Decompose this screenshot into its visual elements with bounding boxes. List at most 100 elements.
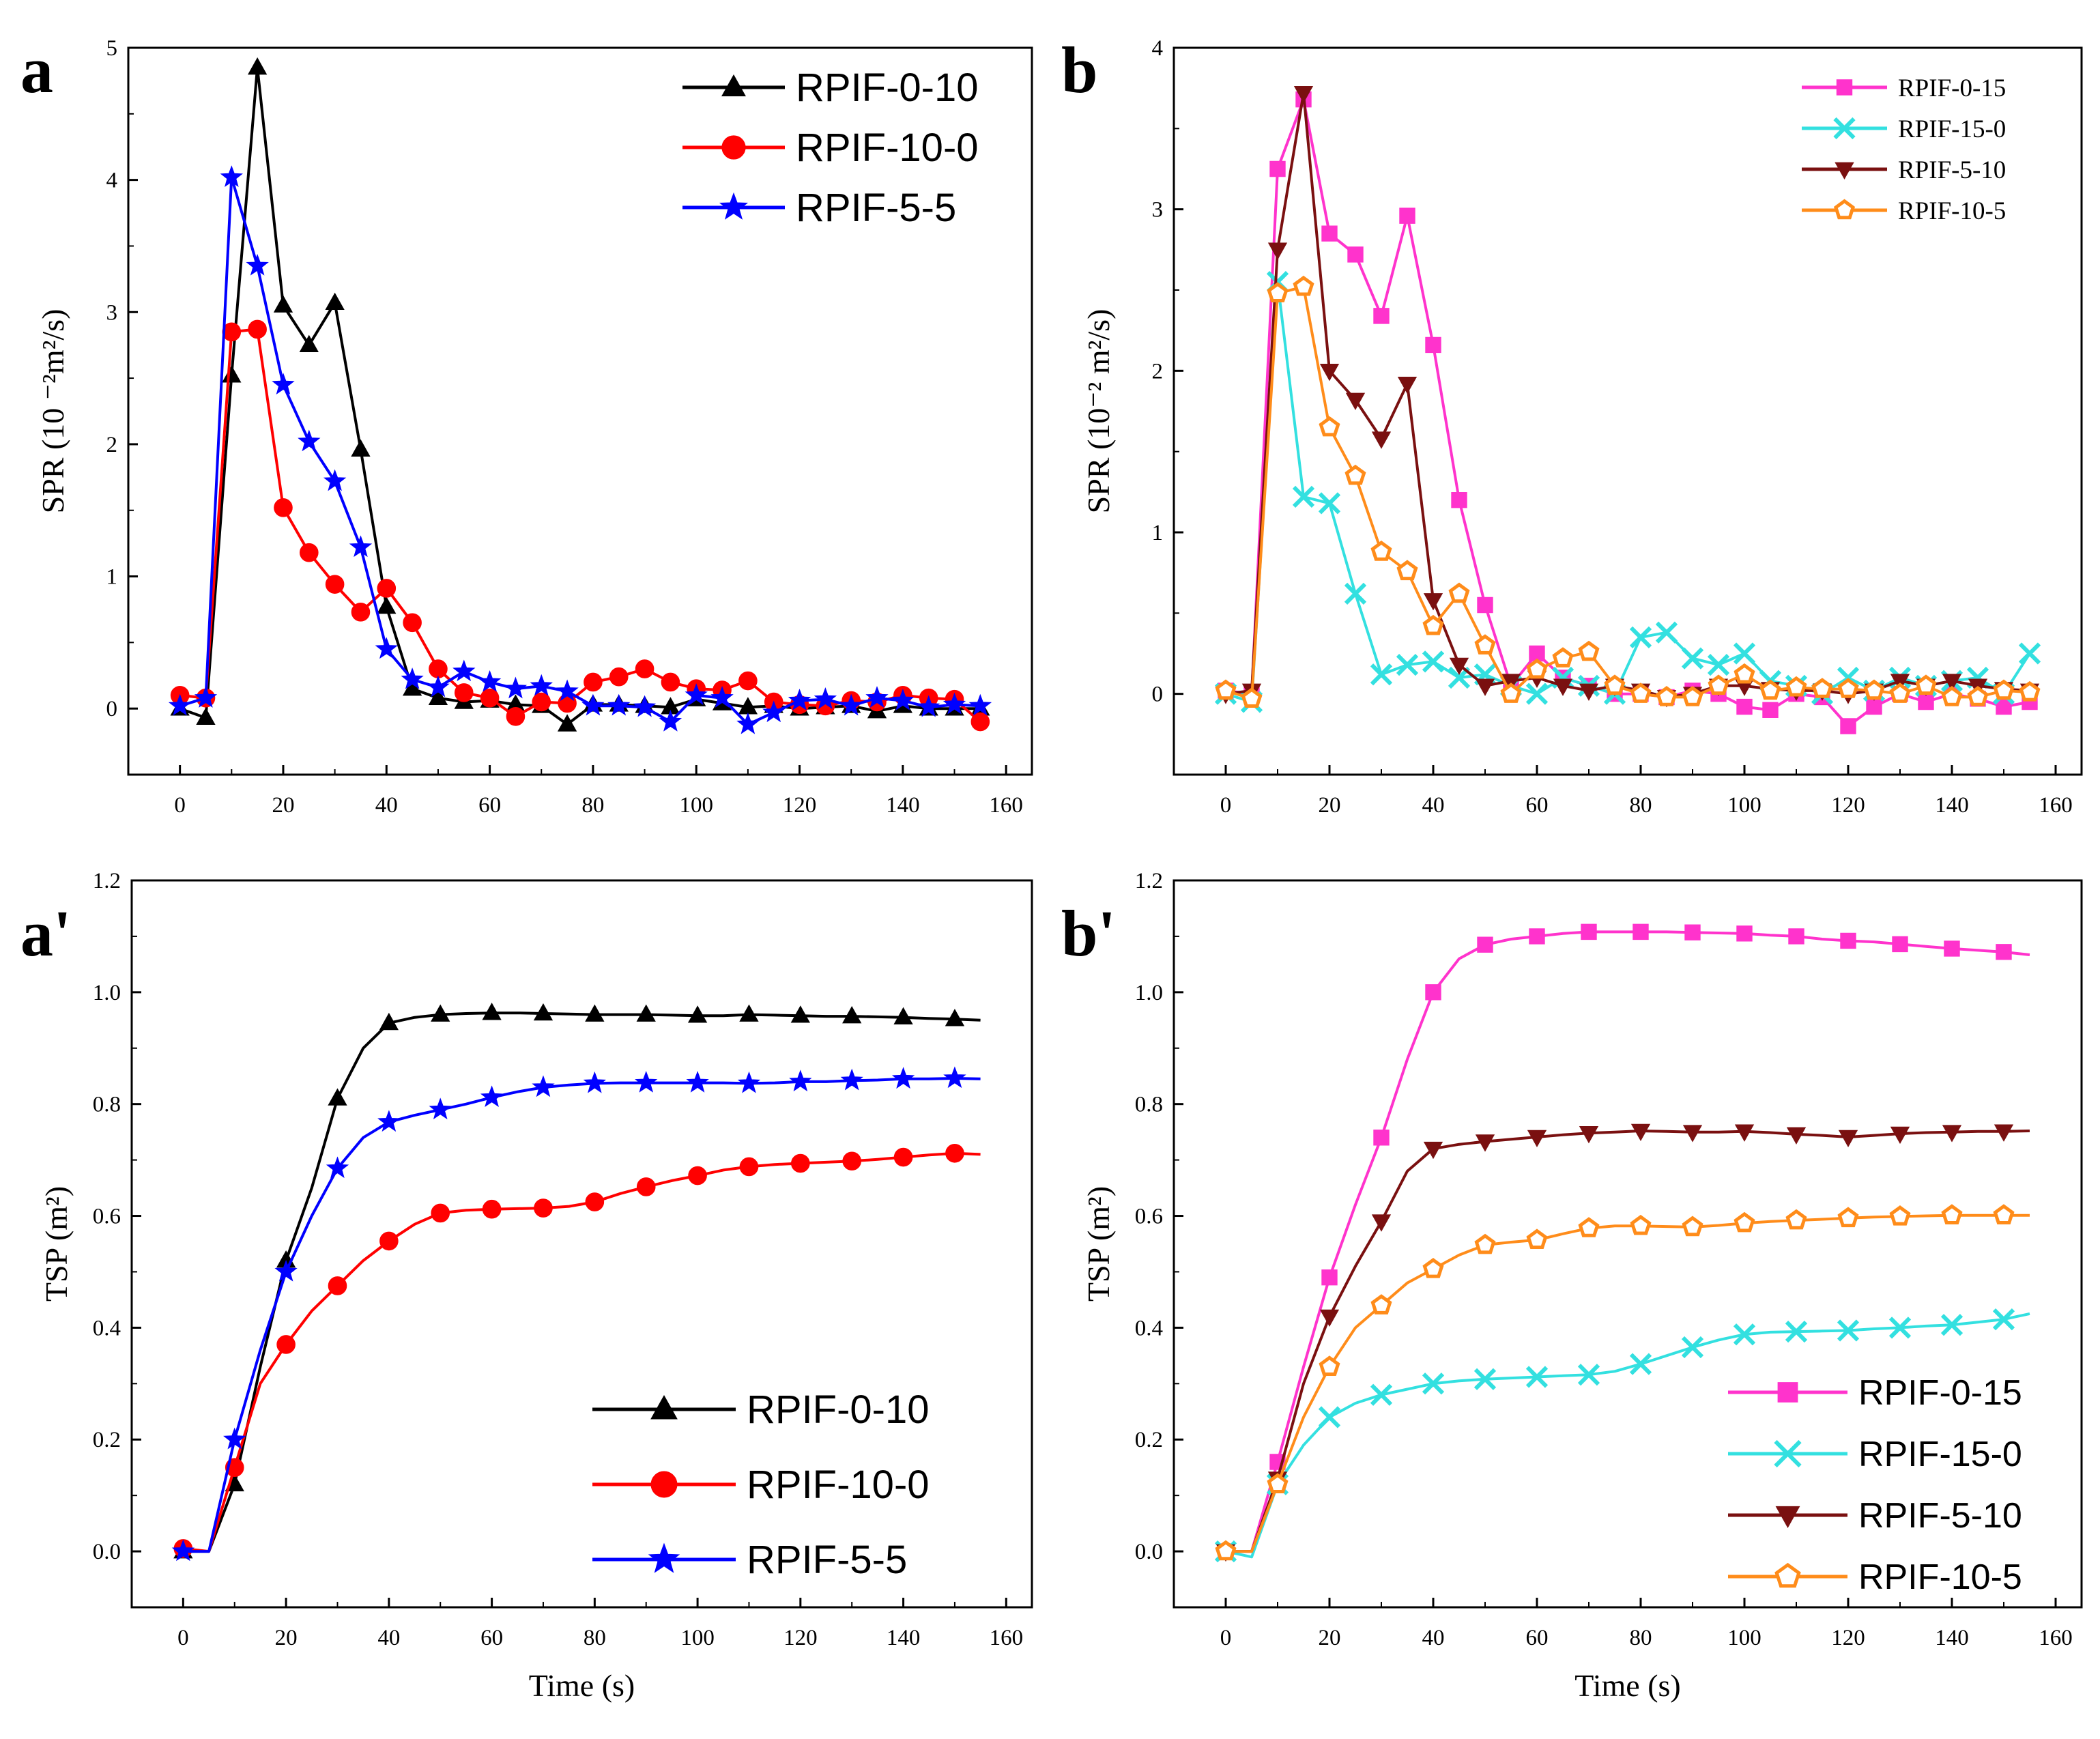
data-point <box>1682 686 1703 706</box>
x-tick-label: 100 <box>1727 1626 1761 1650</box>
data-point <box>480 688 500 708</box>
x-tick-label: 60 <box>1526 793 1549 818</box>
data-point <box>454 683 474 702</box>
data-point <box>1863 679 1885 700</box>
legend-marker <box>1777 1382 1798 1403</box>
data-point <box>1529 645 1545 662</box>
data-point <box>379 1231 399 1251</box>
data-point <box>1734 663 1755 684</box>
chart-panel-a: 0 1 2 3 4 5 0 20 40 60 80 100 120 140 160 SPR (10 ⁻²m²/… <box>20 33 1033 818</box>
data-point <box>635 1071 658 1093</box>
series-RPIF-15-0 <box>1214 271 2041 713</box>
data-point <box>171 1539 195 1562</box>
data-point <box>1581 923 1597 940</box>
data-point <box>1579 683 1599 701</box>
data-point <box>1682 1216 1703 1237</box>
data-point <box>1319 364 1340 382</box>
data-point <box>585 1192 605 1211</box>
data-point <box>298 429 321 452</box>
data-point <box>1629 1353 1652 1375</box>
data-point <box>1630 1123 1651 1142</box>
series-RPIF-10-0 <box>173 1143 981 1558</box>
legend: RPIF-0-15 RPIF-15-0 RPIF-5-10 RPIF-10-5 <box>1728 1373 2022 1597</box>
y-tick-label: 0.6 <box>1135 1205 1163 1229</box>
data-point <box>1888 1317 1912 1339</box>
data-point <box>325 292 345 311</box>
legend-label: RPIF-5-5 <box>796 186 956 230</box>
data-point <box>842 1006 862 1024</box>
data-point <box>738 671 758 691</box>
data-point <box>534 1198 553 1218</box>
legend-marker <box>1835 162 1854 180</box>
data-point <box>1734 1124 1755 1142</box>
data-point <box>865 686 889 708</box>
data-point <box>377 1110 401 1132</box>
data-point <box>968 693 992 716</box>
x-tick-label: 100 <box>680 1626 715 1650</box>
data-point <box>1526 1228 1548 1249</box>
y-tick-label: 1.0 <box>1135 981 1163 1005</box>
data-point <box>687 1005 708 1023</box>
data-point <box>1736 925 1753 942</box>
data-point <box>351 439 371 457</box>
data-point <box>1267 1473 1289 1493</box>
data-point <box>506 707 526 726</box>
series-line <box>1225 1312 2030 1559</box>
legend-item: RPIF-0-10 <box>592 1388 930 1432</box>
data-point <box>1321 225 1338 242</box>
legend-marker <box>721 74 746 97</box>
legend-label: RPIF-0-10 <box>747 1388 930 1432</box>
legend-item: RPIF-10-0 <box>682 126 979 170</box>
plot-frame <box>1173 879 2083 1609</box>
x-tick-label: 160 <box>2039 1626 2073 1650</box>
x-tick-label: 140 <box>1935 793 1969 818</box>
data-point <box>1500 682 1522 703</box>
legend-label: RPIF-10-0 <box>796 126 979 170</box>
data-point <box>1370 1294 1392 1314</box>
data-point <box>1474 634 1496 655</box>
y-tick-label: 0 <box>106 697 118 721</box>
data-point <box>377 579 397 598</box>
data-point <box>739 1157 759 1177</box>
data-point <box>1892 936 1908 953</box>
data-point <box>970 712 990 732</box>
x-tick-label: 40 <box>377 1626 400 1650</box>
y-tick-label: 0.4 <box>1135 1316 1163 1340</box>
data-point <box>1837 1319 1860 1342</box>
data-point <box>1579 1125 1599 1144</box>
legend-label: RPIF-10-0 <box>747 1463 930 1507</box>
data-point <box>609 667 629 687</box>
data-point <box>428 687 448 705</box>
y-tick-label: 4 <box>1152 36 1164 61</box>
x-tick-label: 40 <box>1422 1626 1445 1650</box>
series-RPIF-10-5 <box>1215 1204 2030 1561</box>
x-tick-label: 160 <box>990 1626 1024 1650</box>
data-point <box>276 1335 296 1354</box>
x-tick-label: 120 <box>1831 793 1865 818</box>
data-point <box>1681 1336 1704 1359</box>
data-point <box>220 165 243 187</box>
y-tick-label: 0.8 <box>1135 1093 1163 1117</box>
data-point <box>1632 923 1649 940</box>
data-point <box>945 1143 964 1163</box>
data-point <box>1837 678 1859 698</box>
data-point <box>710 686 734 708</box>
data-point <box>1629 626 1652 648</box>
data-point <box>839 693 863 716</box>
data-point <box>635 659 655 678</box>
data-point <box>1370 541 1392 561</box>
legend-marker <box>721 135 746 160</box>
data-point <box>325 575 345 594</box>
legend-marker <box>1833 117 1856 140</box>
data-point <box>1241 687 1263 708</box>
legend: RPIF-0-10 RPIF-10-0 RPIF-5-5 <box>682 66 979 230</box>
data-point <box>1475 678 1495 696</box>
data-point <box>636 1004 656 1022</box>
data-point <box>272 373 295 394</box>
series-line <box>1225 285 2030 700</box>
data-point <box>607 693 631 716</box>
data-point <box>1373 308 1390 324</box>
data-point <box>1318 492 1341 515</box>
data-point <box>1396 653 1419 676</box>
data-point <box>328 1276 347 1295</box>
